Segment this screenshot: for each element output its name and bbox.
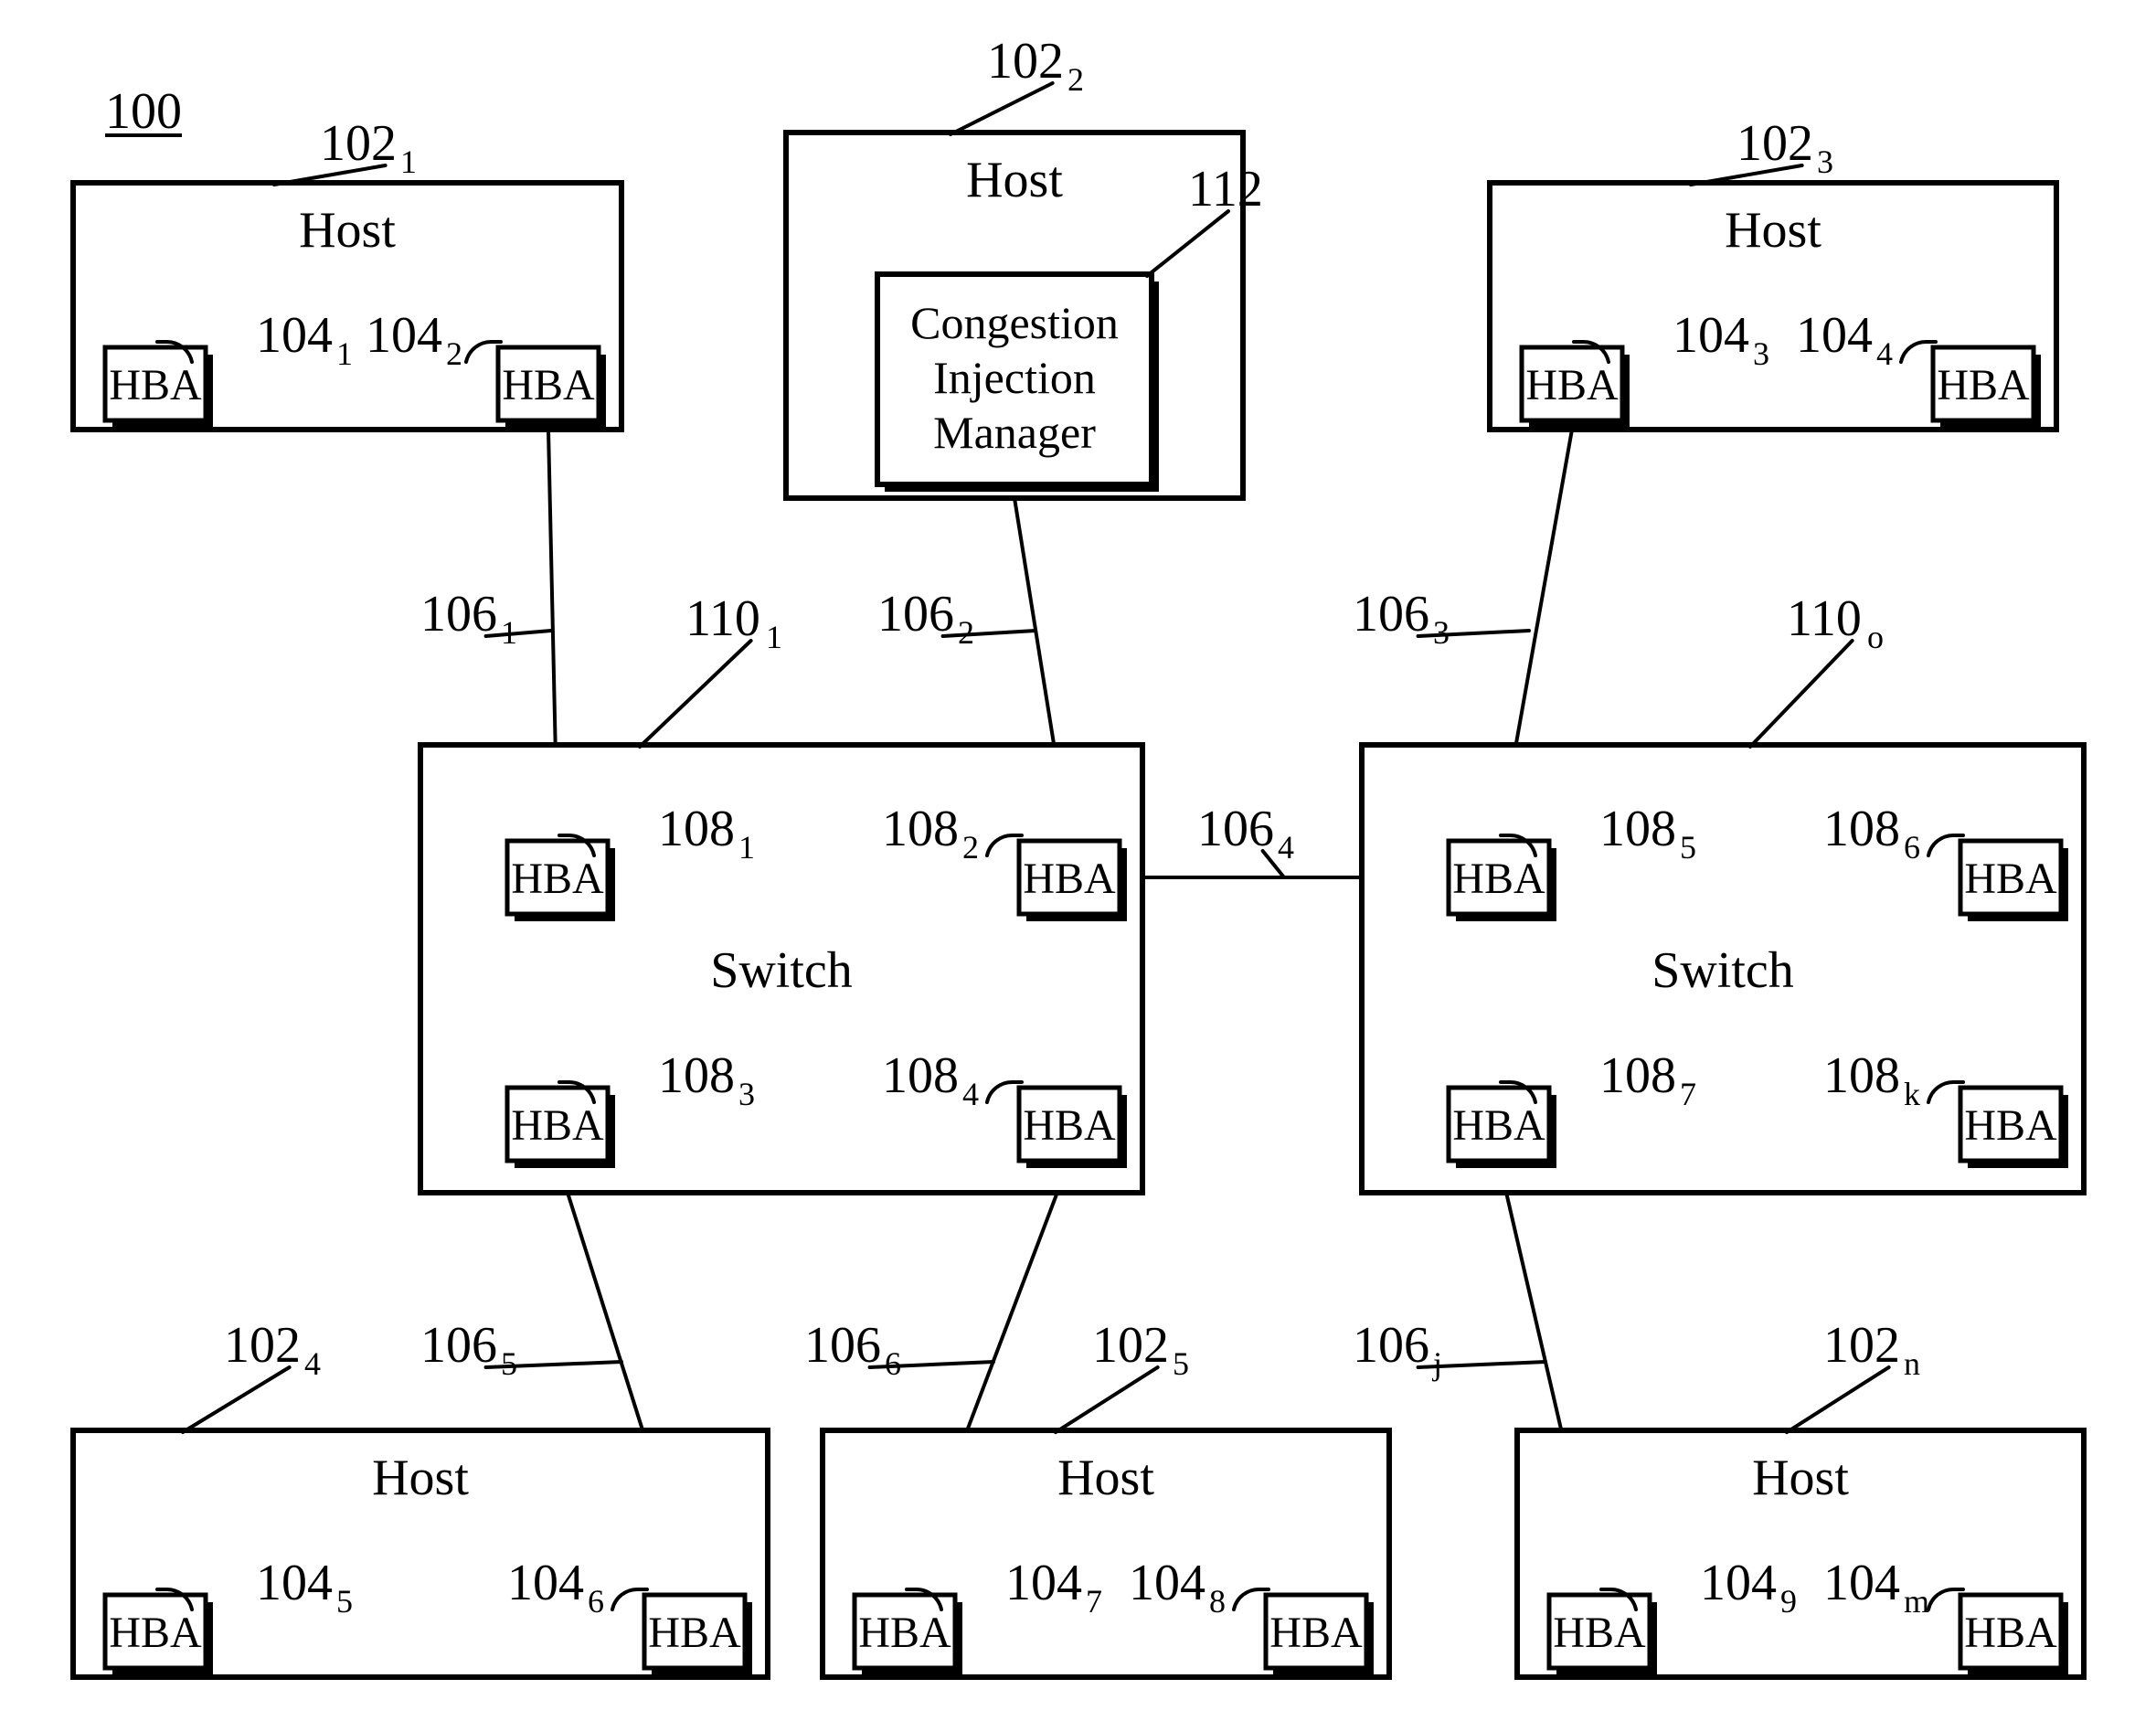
svg-text:Host: Host [1752,1450,1849,1506]
svg-text:HBA: HBA [511,855,604,903]
svg-text:Injection: Injection [933,352,1096,403]
svg-text:Host: Host [299,202,396,259]
svg-text:108: 108 [1599,1047,1676,1104]
svg-text:3: 3 [1433,614,1450,651]
svg-text:106: 106 [1353,1317,1429,1374]
svg-text:HBA: HBA [1269,1609,1363,1657]
svg-text:5: 5 [1173,1345,1189,1382]
svg-text:HBA: HBA [1964,1609,2057,1657]
svg-text:Host: Host [372,1450,469,1506]
svg-text:Switch: Switch [1652,942,1794,999]
svg-text:104: 104 [366,307,442,364]
svg-text:4: 4 [962,1076,979,1112]
svg-text:m: m [1904,1583,1929,1620]
svg-text:108: 108 [882,1047,959,1104]
svg-text:104: 104 [1673,307,1749,364]
svg-text:104: 104 [1129,1555,1205,1611]
svg-text:108: 108 [658,801,735,857]
svg-text:104: 104 [256,1555,333,1611]
svg-text:Host: Host [966,152,1063,208]
svg-text:102: 102 [1736,115,1813,172]
svg-text:3: 3 [1753,335,1769,372]
svg-text:1: 1 [336,335,353,372]
svg-text:Host: Host [1725,202,1821,259]
svg-text:HBA: HBA [858,1609,951,1657]
svg-text:1: 1 [738,829,755,866]
svg-text:3: 3 [1817,143,1833,180]
svg-text:7: 7 [1680,1076,1696,1112]
svg-text:Manager: Manager [933,407,1096,458]
svg-text:HBA: HBA [1023,855,1116,903]
svg-text:106: 106 [1197,801,1274,857]
svg-text:5: 5 [336,1583,353,1620]
svg-text:Switch: Switch [710,942,853,999]
svg-text:5: 5 [1680,829,1696,866]
svg-text:9: 9 [1780,1583,1797,1620]
svg-text:106: 106 [877,586,954,643]
svg-text:4: 4 [1876,335,1893,372]
svg-text:100: 100 [105,83,182,140]
svg-text:106: 106 [420,1317,497,1374]
svg-text:k: k [1904,1076,1920,1112]
svg-text:HBA: HBA [1964,855,2057,903]
svg-text:4: 4 [304,1345,321,1382]
svg-text:HBA: HBA [502,361,595,409]
svg-text:2: 2 [962,829,979,866]
svg-text:6: 6 [1904,829,1920,866]
svg-text:104: 104 [1005,1555,1082,1611]
svg-text:4: 4 [1278,829,1294,866]
svg-text:HBA: HBA [1452,855,1545,903]
svg-text:HBA: HBA [109,361,202,409]
svg-text:n: n [1904,1345,1920,1382]
svg-text:104: 104 [1700,1555,1777,1611]
svg-text:6: 6 [885,1345,901,1382]
svg-text:104: 104 [1796,307,1873,364]
svg-text:102: 102 [987,33,1064,90]
svg-text:102: 102 [320,115,397,172]
svg-text:HBA: HBA [1525,361,1619,409]
svg-text:j: j [1431,1345,1442,1382]
svg-text:2: 2 [958,614,974,651]
svg-text:2: 2 [1067,61,1084,98]
svg-text:Host: Host [1057,1450,1154,1506]
svg-text:o: o [1867,619,1884,655]
svg-text:HBA: HBA [1452,1101,1545,1150]
svg-text:102: 102 [224,1317,301,1374]
svg-text:HBA: HBA [648,1609,741,1657]
svg-text:104: 104 [507,1555,584,1611]
svg-text:HBA: HBA [1023,1101,1116,1150]
svg-text:108: 108 [1823,801,1900,857]
svg-text:106: 106 [420,586,497,643]
svg-text:104: 104 [256,307,333,364]
svg-text:108: 108 [882,801,959,857]
svg-text:8: 8 [1209,1583,1226,1620]
svg-text:104: 104 [1823,1555,1900,1611]
svg-text:HBA: HBA [1937,361,2030,409]
svg-text:3: 3 [738,1076,755,1112]
svg-text:108: 108 [1823,1047,1900,1104]
svg-text:110: 110 [1787,590,1862,647]
svg-text:2: 2 [446,335,462,372]
svg-text:6: 6 [588,1583,604,1620]
svg-text:102: 102 [1823,1317,1900,1374]
svg-text:106: 106 [1353,586,1429,643]
svg-text:112: 112 [1188,161,1263,218]
svg-text:110: 110 [685,590,760,647]
svg-text:HBA: HBA [511,1101,604,1150]
svg-text:1: 1 [400,143,417,180]
svg-text:HBA: HBA [1553,1609,1646,1657]
svg-text:106: 106 [804,1317,881,1374]
svg-text:108: 108 [658,1047,735,1104]
svg-text:Congestion: Congestion [910,297,1119,348]
svg-text:1: 1 [766,619,782,655]
svg-text:HBA: HBA [109,1609,202,1657]
svg-text:108: 108 [1599,801,1676,857]
svg-text:5: 5 [501,1345,517,1382]
svg-text:102: 102 [1092,1317,1169,1374]
svg-text:7: 7 [1086,1583,1102,1620]
svg-text:HBA: HBA [1964,1101,2057,1150]
